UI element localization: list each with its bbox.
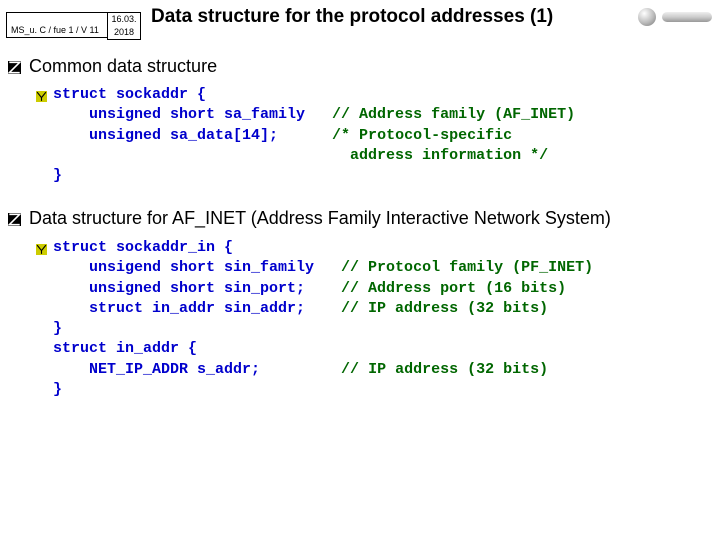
bullet-z-icon (8, 61, 21, 74)
date-bottom: 2018 (108, 26, 140, 39)
meta-label: MS_u. C / fue 1 / V 11 (7, 23, 107, 37)
header: MS_u. C / fue 1 / V 11 16.03. 2018 Data … (0, 0, 720, 40)
bullet-y-icon (36, 89, 47, 100)
section-common: Common data structure struct sockaddr { … (0, 56, 720, 187)
tube-icon (662, 12, 712, 22)
date-top: 16.03. (108, 13, 140, 26)
code-block-1: struct sockaddr { unsigned short sa_fami… (36, 85, 720, 186)
section-heading-1: Common data structure (29, 56, 217, 78)
page-title: Data structure for the protocol addresse… (141, 4, 720, 28)
bullet-y-icon (36, 242, 47, 253)
date-box: 16.03. 2018 (107, 12, 141, 40)
sphere-icon (638, 8, 656, 26)
section-heading-2: Data structure for AF_INET (Address Fami… (29, 208, 611, 230)
bullet-z-icon (8, 213, 21, 226)
meta-box: MS_u. C / fue 1 / V 11 (6, 12, 108, 38)
slide-decoration (638, 8, 712, 26)
code-block-2: struct sockaddr_in { unsigend short sin_… (36, 238, 720, 400)
code-2: struct sockaddr_in { unsigend short sin_… (53, 238, 593, 400)
section-afinet: Data structure for AF_INET (Address Fami… (0, 208, 720, 400)
code-1: struct sockaddr { unsigned short sa_fami… (53, 85, 575, 186)
